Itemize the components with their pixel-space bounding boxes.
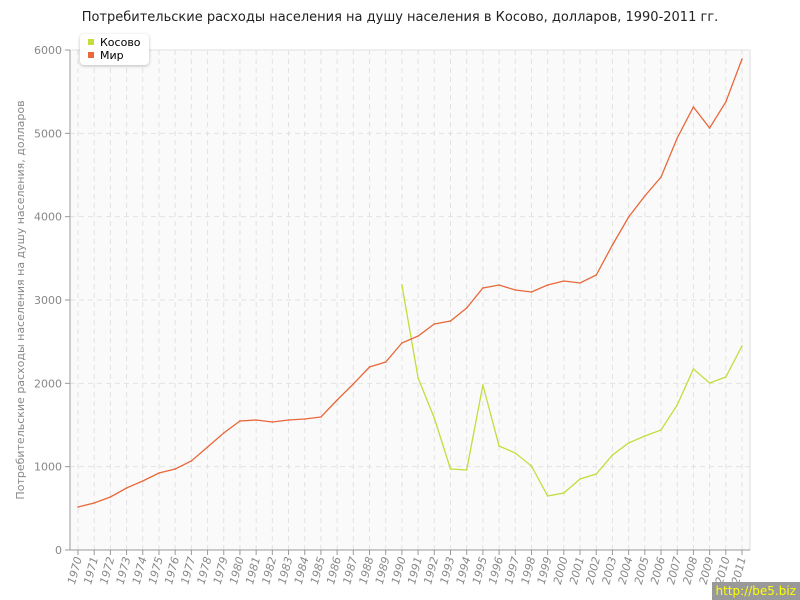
- data-point: [109, 496, 112, 498]
- data-point: [239, 420, 241, 422]
- y-tick-label: 1000: [34, 461, 62, 474]
- data-point: [579, 282, 581, 284]
- data-point: [449, 320, 452, 322]
- data-point: [692, 106, 695, 108]
- data-point: [336, 399, 338, 401]
- data-point: [417, 377, 419, 379]
- data-point: [141, 480, 144, 482]
- data-point: [708, 382, 711, 384]
- data-point: [546, 495, 549, 497]
- data-point: [741, 345, 743, 347]
- legend-item-world[interactable]: Мир: [88, 49, 141, 62]
- data-point: [433, 417, 436, 419]
- data-point: [303, 418, 306, 420]
- data-point: [627, 216, 630, 218]
- data-point: [222, 432, 225, 434]
- y-tick-label: 3000: [34, 294, 62, 307]
- data-point: [514, 289, 517, 291]
- data-point: [287, 419, 290, 421]
- data-point: [384, 361, 387, 363]
- data-point: [206, 446, 209, 448]
- data-point: [465, 307, 468, 309]
- data-point: [482, 287, 484, 289]
- data-point: [611, 454, 614, 456]
- legend-swatch: [88, 52, 94, 58]
- data-point: [190, 460, 193, 462]
- data-point: [482, 384, 484, 386]
- y-tick-label: 0: [55, 544, 62, 557]
- data-point: [627, 442, 630, 444]
- data-point: [563, 280, 565, 282]
- data-point: [530, 465, 533, 467]
- data-point: [401, 284, 403, 286]
- data-point: [449, 468, 452, 470]
- data-point: [595, 274, 598, 276]
- data-point: [546, 284, 549, 286]
- data-point: [692, 368, 695, 370]
- y-tick-label: 6000: [34, 44, 62, 57]
- legend-item-kosovo[interactable]: Косово: [88, 36, 141, 49]
- data-point: [563, 492, 565, 494]
- legend-label: Косово: [100, 36, 141, 49]
- data-point: [498, 284, 500, 286]
- data-point: [644, 435, 646, 437]
- data-point: [352, 383, 355, 385]
- series-line-world: [77, 58, 743, 508]
- data-point: [708, 127, 711, 129]
- legend-swatch: [88, 39, 94, 45]
- y-tick-label: 4000: [34, 211, 62, 224]
- data-point: [595, 473, 598, 475]
- data-point: [417, 335, 419, 337]
- legend-label: Мир: [100, 49, 124, 62]
- data-point: [125, 487, 128, 489]
- data-point: [660, 176, 662, 178]
- data-point: [611, 244, 614, 246]
- y-axis-label: Потребительские расходы населения на душ…: [14, 100, 27, 499]
- series-line-kosovo: [401, 284, 743, 497]
- y-tick-label: 2000: [34, 377, 62, 390]
- watermark: http://be5.biz: [711, 582, 800, 600]
- data-point: [320, 416, 322, 418]
- data-point: [174, 468, 176, 470]
- legend: Косово Мир: [80, 34, 149, 65]
- data-point: [725, 376, 727, 378]
- data-point: [530, 291, 533, 293]
- data-point: [255, 419, 257, 421]
- data-point: [465, 469, 468, 471]
- data-point: [77, 506, 79, 508]
- data-point: [271, 421, 274, 423]
- data-point: [433, 323, 436, 325]
- data-point: [158, 472, 160, 474]
- data-point: [579, 478, 581, 480]
- data-point: [725, 101, 727, 103]
- data-point: [498, 445, 500, 447]
- data-point: [644, 195, 646, 197]
- data-point: [676, 137, 679, 139]
- data-point: [676, 404, 679, 406]
- data-point: [401, 342, 403, 344]
- data-point: [368, 366, 371, 368]
- data-point: [514, 452, 517, 454]
- data-point: [741, 58, 743, 60]
- data-point: [93, 502, 95, 504]
- chart-title: Потребительские расходы населения на душ…: [81, 10, 719, 25]
- data-point: [660, 429, 662, 431]
- y-tick-label: 5000: [34, 127, 62, 140]
